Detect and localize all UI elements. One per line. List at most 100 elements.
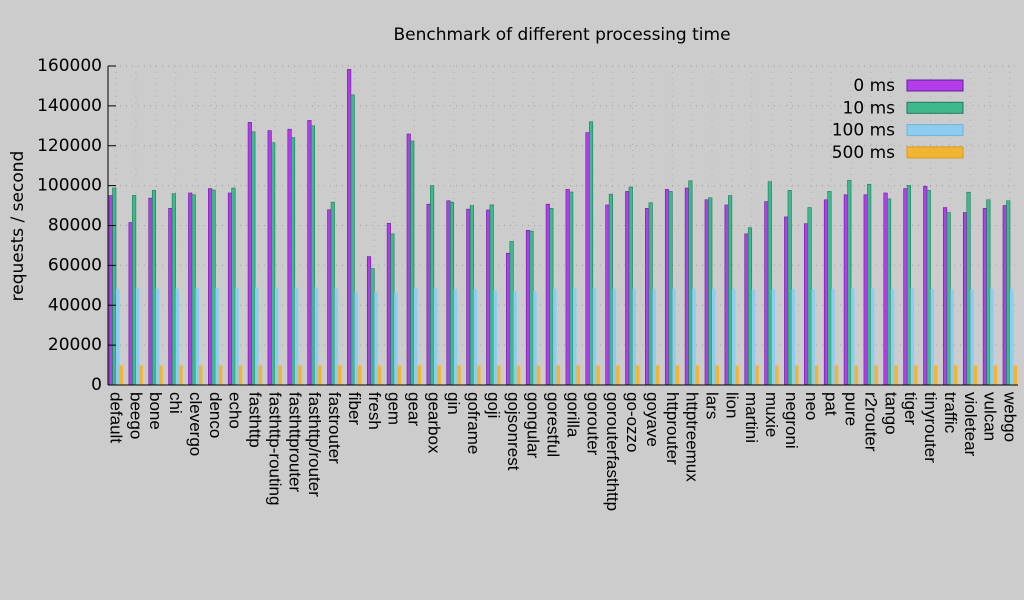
bar-10ms-gorouter bbox=[588, 121, 594, 386]
bar-0ms-lion bbox=[724, 204, 729, 386]
bar-500ms-gorouterfasthttp bbox=[616, 365, 620, 385]
bar-100ms-gin bbox=[453, 288, 458, 385]
bar-500ms-echo bbox=[238, 365, 243, 385]
x-tick-label: fasthttp bbox=[246, 392, 265, 448]
x-tick-label: httptreemux bbox=[683, 392, 702, 482]
x-tick-label: default bbox=[107, 392, 126, 443]
x-tick-label: vulcan bbox=[981, 392, 1000, 441]
x-tick-label: r2router bbox=[861, 392, 880, 452]
bar-100ms-fiber bbox=[354, 291, 358, 385]
y-tick-labels: 0 20000 40000 60000 80000 100000 120000 140000 1… bbox=[37, 56, 102, 395]
bars bbox=[108, 69, 1017, 386]
bar-10ms-martini bbox=[747, 227, 753, 386]
bar-0ms-fasthttp-routing bbox=[267, 130, 272, 386]
bar-0ms-fiber bbox=[347, 69, 352, 386]
bar-100ms-bone bbox=[155, 288, 160, 385]
x-tick-label: fastrouter bbox=[325, 392, 344, 464]
bar-100ms-pat bbox=[831, 288, 835, 385]
bar-10ms-gin bbox=[449, 201, 455, 386]
bar-100ms-gem bbox=[394, 292, 398, 385]
bar-500ms-chi bbox=[179, 365, 183, 385]
bar-500ms-neo bbox=[814, 365, 819, 385]
bar-500ms-gorouter bbox=[596, 365, 600, 385]
axes bbox=[107, 65, 1018, 386]
bar-10ms-lion bbox=[728, 195, 733, 386]
bar-10ms-gearbox bbox=[430, 185, 435, 386]
bar-10ms-beego bbox=[132, 195, 137, 386]
bar-10ms-goframe bbox=[469, 205, 474, 386]
y-tick-label: 140000 bbox=[37, 96, 102, 116]
bar-100ms-fasthttprouter bbox=[294, 287, 299, 385]
bar-10ms-bone bbox=[151, 190, 157, 386]
bar-100ms-fasthttp-routing bbox=[274, 287, 279, 385]
bar-10ms-fiber bbox=[350, 94, 355, 386]
bar-10ms-gear bbox=[410, 140, 415, 386]
x-tick-label: gorouterfasthttp bbox=[603, 392, 622, 511]
bar-0ms-httptreemux bbox=[684, 187, 689, 386]
bar-10ms-tinyrouter bbox=[926, 190, 931, 386]
bar-100ms-webgo bbox=[1010, 288, 1014, 385]
bar-10ms-gongular bbox=[529, 230, 534, 386]
bar-500ms-fiber bbox=[357, 365, 362, 385]
bar-500ms-fastrouter bbox=[338, 365, 342, 385]
bar-500ms-goyave bbox=[655, 365, 660, 385]
legend-label: 100 ms bbox=[832, 121, 895, 141]
bar-10ms-traffic bbox=[946, 212, 951, 386]
x-tick-labels: default beego bone chi clevergo denco echo fast… bbox=[107, 391, 1020, 511]
bar-10ms-muxie bbox=[767, 181, 772, 386]
x-tick-label: lars bbox=[703, 392, 722, 419]
bar-0ms-gongular bbox=[525, 229, 531, 386]
bar-100ms-r2router bbox=[870, 288, 875, 385]
bar-0ms-gorestful bbox=[545, 203, 550, 386]
bar-100ms-tango bbox=[890, 288, 895, 385]
bar-500ms-tiger bbox=[914, 365, 918, 385]
bar-10ms-gorilla bbox=[569, 191, 574, 386]
bar-500ms-r2router bbox=[874, 365, 878, 385]
x-tick-label: fresh bbox=[365, 392, 384, 430]
bar-0ms-r2router bbox=[863, 194, 868, 386]
bar-100ms-beego bbox=[135, 288, 140, 385]
bar-500ms-fasthttprouter bbox=[298, 365, 302, 385]
bar-10ms-httprouter bbox=[668, 191, 673, 386]
x-tick-label: tiger bbox=[901, 392, 920, 425]
legend-label: 500 ms bbox=[832, 143, 895, 163]
bar-10ms-httptreemux bbox=[688, 180, 693, 386]
bar-10ms-echo bbox=[231, 187, 236, 386]
bar-100ms-fasthttp-router bbox=[314, 287, 319, 385]
x-tick-label: goji bbox=[484, 392, 503, 418]
x-tick-label: gear bbox=[405, 392, 424, 426]
y-tick-label: 100000 bbox=[37, 176, 102, 196]
bar-100ms-goyave bbox=[652, 288, 656, 385]
y-tick-label: 120000 bbox=[37, 136, 102, 156]
bar-10ms-tango bbox=[886, 198, 892, 386]
bar-500ms-tinyrouter bbox=[934, 365, 938, 385]
bar-10ms-default bbox=[112, 187, 117, 386]
bar-0ms-gorilla bbox=[565, 189, 570, 386]
bar-0ms-denco bbox=[208, 188, 213, 386]
bar-0ms-gorouterfasthttp bbox=[605, 204, 610, 386]
bar-10ms-go-ozzo bbox=[628, 186, 633, 386]
bar-0ms-traffic bbox=[943, 207, 948, 386]
x-tick-label: negroni bbox=[782, 392, 801, 449]
y-tick-label: 20000 bbox=[48, 335, 102, 355]
bar-0ms-neo bbox=[804, 223, 809, 386]
bar-10ms-lars bbox=[708, 197, 713, 386]
bar-100ms-gongular bbox=[533, 291, 537, 385]
bar-0ms-chi bbox=[168, 208, 173, 386]
bar-500ms-fasthttp bbox=[258, 365, 263, 385]
bar-10ms-goji bbox=[489, 204, 494, 386]
x-tick-label: fasthttprouter bbox=[285, 392, 304, 493]
bar-0ms-tinyrouter bbox=[923, 185, 928, 386]
x-tick-label: muxie bbox=[762, 392, 781, 437]
bar-500ms-default bbox=[119, 365, 123, 385]
bar-100ms-default bbox=[116, 288, 120, 385]
bar-0ms-beego bbox=[128, 222, 133, 386]
bar-10ms-fasthttp-router bbox=[310, 125, 315, 386]
bar-100ms-tiger bbox=[910, 288, 915, 385]
bar-100ms-goji bbox=[493, 289, 497, 385]
bar-100ms-httptreemux bbox=[692, 288, 696, 385]
bar-0ms-bone bbox=[148, 197, 153, 386]
bar-0ms-muxie bbox=[764, 201, 769, 386]
bar-0ms-goyave bbox=[645, 208, 650, 386]
bar-500ms-go-ozzo bbox=[636, 365, 640, 385]
